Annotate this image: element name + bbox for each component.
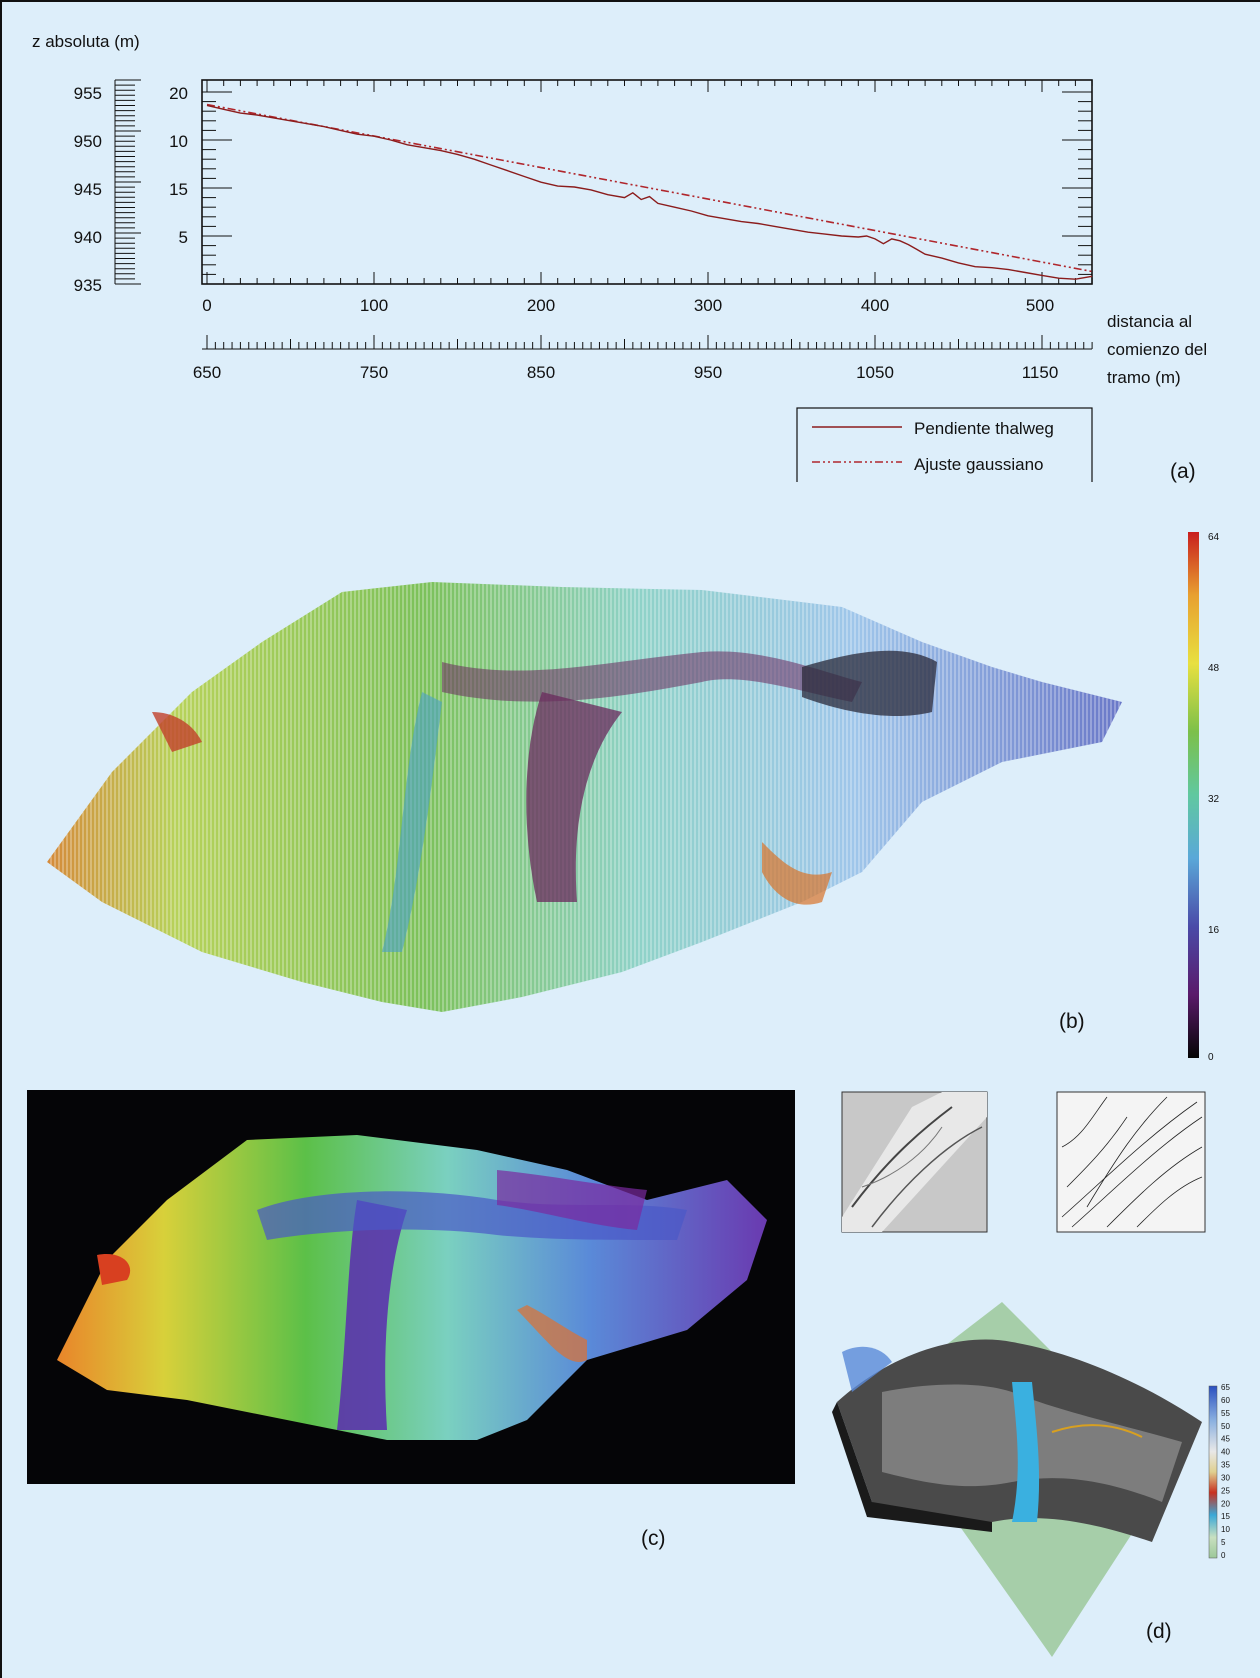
colorbar-d-tick: 50 [1221, 1422, 1230, 1431]
colorbar-b: 64 48 32 16 0 [1188, 532, 1220, 1060]
x-tick-label: 200 [527, 296, 555, 315]
elevation-tick-label: 955 [74, 84, 102, 103]
x2-tick-label: 1050 [856, 363, 894, 382]
y-tick-label: 5 [179, 228, 188, 247]
y-tick-label: 15 [169, 180, 188, 199]
elevation-tick-label: 935 [74, 276, 102, 295]
colorbar-d-tick: 40 [1221, 1448, 1230, 1457]
elevation-tick-label: 945 [74, 180, 102, 199]
plot-frame-ticks [202, 80, 1093, 284]
colorbar-b-tick: 48 [1208, 663, 1220, 674]
legend-label: Ajuste gaussiano [914, 455, 1043, 474]
x-tick-label: 500 [1026, 296, 1054, 315]
plot-frame [201, 79, 1093, 285]
panel-a-tag: (a) [1170, 460, 1196, 483]
colorbar-d-tick: 0 [1221, 1551, 1226, 1560]
colorbar-d-tick: 55 [1221, 1409, 1230, 1418]
colorbar-b-tick: 16 [1208, 925, 1220, 936]
panel-c-tag: (c) [641, 1527, 666, 1550]
colorbar-d-tick: 20 [1221, 1499, 1230, 1508]
x2-tick-label: 750 [360, 363, 388, 382]
colorbar-d-tick: 10 [1221, 1525, 1230, 1534]
panel-d-tag: (d) [1146, 1620, 1172, 1643]
elevation-tick-label: 940 [74, 228, 102, 247]
x-tick-label: 300 [694, 296, 722, 315]
colorbar-d-tick: 65 [1221, 1383, 1230, 1392]
x-tick-label: 400 [861, 296, 889, 315]
terrain-3d-view [832, 1302, 1202, 1657]
x-tick-label: 100 [360, 296, 388, 315]
x-tick-label: 0 [202, 296, 211, 315]
series-line-pendiente-thalweg [206, 104, 1093, 280]
colorbar-d-tick: 25 [1221, 1486, 1230, 1495]
y-tick-label: 20 [169, 84, 188, 103]
x-axis-title-line: tramo (m) [1107, 368, 1181, 387]
colorbar-b-tick: 64 [1208, 532, 1220, 543]
colorbar-d-tick: 60 [1221, 1396, 1230, 1405]
x2-tick-label: 950 [694, 363, 722, 382]
panel-b-tag: (b) [1059, 1010, 1085, 1033]
legend-label: Pendiente thalweg [914, 419, 1054, 438]
contour-map [1056, 1091, 1206, 1233]
distance-ruler [202, 335, 1093, 350]
y-tick-label: 10 [169, 132, 188, 151]
colorbar-d-tick: 45 [1221, 1435, 1230, 1444]
colorbar-d-tick: 5 [1221, 1538, 1226, 1547]
point-cloud-image [47, 582, 1122, 1012]
colorbar-d-tick: 15 [1221, 1512, 1230, 1521]
colorbar-b-tick: 0 [1208, 1052, 1214, 1060]
y-axis-title: z absoluta (m) [32, 32, 140, 51]
x-axis-title-line: comienzo del [1107, 340, 1208, 359]
x2-tick-label: 650 [193, 363, 221, 382]
hillshade-map [841, 1091, 988, 1233]
colorbar-d-tick: 35 [1221, 1461, 1230, 1470]
series-line-ajuste-gaussiano [206, 103, 1093, 273]
elevation-ruler [114, 79, 141, 285]
x-axis-title-line: distancia al [1107, 312, 1193, 331]
elevation-tick-label: 950 [74, 132, 102, 151]
legend: Pendiente thalweg Ajuste gaussiano [796, 407, 1093, 482]
rendered-terrain-image [27, 1090, 795, 1484]
colorbar-b-tick: 32 [1208, 794, 1220, 805]
x2-tick-label: 1150 [1022, 363, 1059, 382]
x2-tick-label: 850 [527, 363, 555, 382]
profile-chart: 20 15 10 5 955 950 945 940 935 0 100 200… [74, 79, 1093, 482]
x-axis-title: distancia al comienzo del tramo (m) [1107, 308, 1207, 392]
colorbar-d-tick: 30 [1221, 1473, 1230, 1482]
